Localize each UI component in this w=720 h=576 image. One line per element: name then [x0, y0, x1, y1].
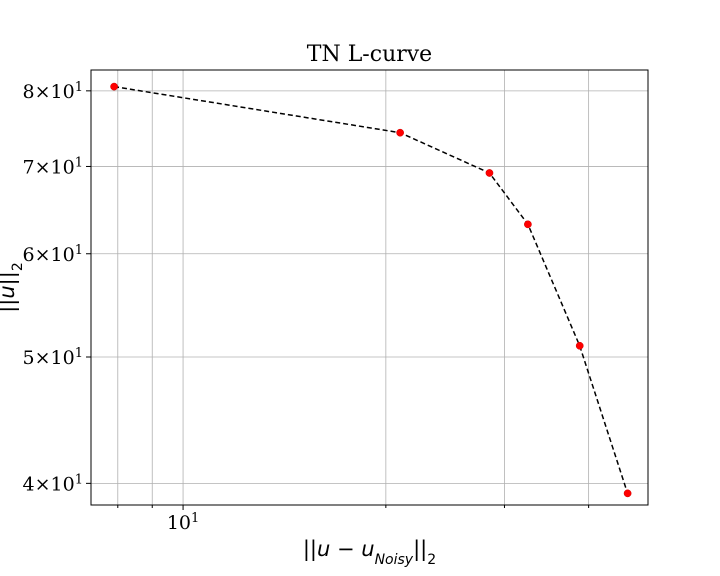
y-tick-label: 6×101 [23, 242, 83, 266]
x-tick-label: 101 [167, 511, 199, 535]
data-point [575, 341, 584, 350]
grid [91, 70, 648, 505]
y-tick-label: 4×101 [23, 472, 83, 496]
data-point [110, 82, 118, 91]
y-tick-label: 7×101 [23, 155, 83, 179]
series-line [113, 85, 629, 494]
series [110, 82, 632, 498]
y-tick-label: 8×101 [23, 79, 83, 103]
y-tick-label: 5×101 [23, 345, 83, 369]
data-point [524, 220, 532, 229]
data-point [485, 169, 494, 177]
data-point [623, 489, 632, 498]
chart-title: TN L-curve [307, 42, 432, 67]
y-axis-label: ||u||2 [0, 262, 26, 313]
axis-ticks: 101 4×101 5×101 6×101 7×101 8×101 [23, 79, 590, 535]
x-axis-label: ||u − uNoisy||2 [303, 537, 436, 568]
data-point [396, 128, 404, 137]
plot-frame [90, 69, 649, 506]
